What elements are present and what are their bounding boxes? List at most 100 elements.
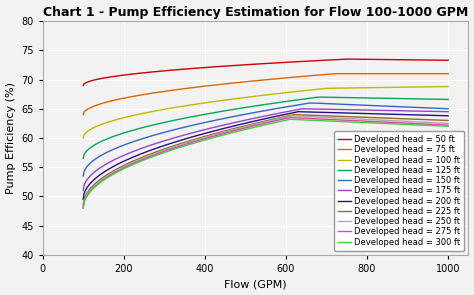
Developed head = 150 ft (345, 103, 350, 106)
Developed head = 200 ft (81, 198, 86, 201)
Developed head = 125 ft (345, 96, 350, 99)
Developed head = 75 ft (310, 74, 316, 77)
Developed head = 175 ft (300, 107, 306, 111)
Developed head = 175 ft (345, 108, 350, 112)
Developed head = 75 ft (346, 72, 352, 76)
Developed head = 50 ft (345, 57, 350, 61)
Line: Developed head = 125 ft: Developed head = 125 ft (83, 97, 448, 158)
Developed head = 250 ft (311, 115, 317, 119)
Developed head = 125 ft (81, 157, 86, 160)
Developed head = 300 ft (346, 120, 352, 124)
Developed head = 275 ft (287, 116, 293, 119)
Developed head = 50 ft (199, 66, 205, 70)
Developed head = 275 ft (346, 119, 352, 122)
Line: Developed head = 150 ft: Developed head = 150 ft (83, 103, 448, 176)
Developed head = 300 ft (225, 132, 230, 136)
Developed head = 100 ft (344, 86, 349, 90)
Line: Developed head = 200 ft: Developed head = 200 ft (83, 112, 448, 199)
Developed head = 150 ft (225, 116, 230, 119)
Developed head = 225 ft (345, 115, 350, 118)
Developed head = 125 ft (199, 113, 205, 117)
Developed head = 150 ft (81, 174, 86, 178)
Developed head = 225 ft (124, 162, 130, 165)
Developed head = 175 ft (446, 110, 451, 114)
Developed head = 50 ft (310, 59, 316, 63)
Developed head = 200 ft (346, 111, 352, 115)
Developed head = 75 ft (446, 72, 451, 76)
Developed head = 225 ft (346, 115, 352, 119)
Developed head = 200 ft (295, 110, 301, 114)
Line: Developed head = 225 ft: Developed head = 225 ft (83, 115, 448, 205)
Developed head = 150 ft (308, 101, 314, 105)
Title: Chart 1 - Pump Efficiency Estimation for Flow 100-1000 GPM: Chart 1 - Pump Efficiency Estimation for… (43, 6, 468, 19)
Developed head = 75 ft (124, 96, 130, 99)
Line: Developed head = 100 ft: Developed head = 100 ft (83, 86, 448, 138)
Developed head = 125 ft (446, 98, 451, 101)
Developed head = 200 ft (345, 111, 350, 115)
Line: Developed head = 275 ft: Developed head = 275 ft (83, 117, 448, 208)
X-axis label: Flow (GPM): Flow (GPM) (224, 279, 287, 289)
Developed head = 175 ft (199, 129, 205, 132)
Developed head = 250 ft (345, 117, 350, 120)
Legend: Developed head = 50 ft, Developed head = 75 ft, Developed head = 100 ft, Develop: Developed head = 50 ft, Developed head =… (334, 131, 464, 251)
Developed head = 75 ft (332, 72, 337, 76)
Developed head = 150 ft (446, 107, 451, 111)
Developed head = 225 ft (446, 119, 451, 122)
Line: Developed head = 250 ft: Developed head = 250 ft (83, 116, 448, 207)
Developed head = 100 ft (446, 85, 451, 88)
Developed head = 175 ft (311, 107, 317, 111)
Developed head = 125 ft (124, 130, 130, 134)
Developed head = 50 ft (446, 58, 451, 62)
Developed head = 150 ft (124, 142, 130, 146)
Developed head = 250 ft (225, 129, 230, 133)
Developed head = 300 ft (311, 119, 317, 122)
Developed head = 225 ft (225, 128, 230, 132)
Developed head = 125 ft (310, 96, 316, 100)
Developed head = 250 ft (290, 114, 295, 118)
Developed head = 275 ft (124, 165, 130, 168)
Developed head = 250 ft (199, 136, 205, 140)
Line: Developed head = 50 ft: Developed head = 50 ft (83, 59, 448, 85)
Developed head = 300 ft (446, 124, 451, 128)
Developed head = 200 ft (446, 114, 451, 117)
Developed head = 175 ft (124, 152, 130, 156)
Developed head = 75 ft (345, 72, 350, 76)
Developed head = 75 ft (199, 85, 205, 88)
Developed head = 225 ft (311, 114, 317, 117)
Developed head = 275 ft (199, 138, 205, 141)
Developed head = 225 ft (292, 113, 297, 117)
Developed head = 125 ft (225, 109, 230, 112)
Developed head = 100 ft (346, 86, 351, 90)
Developed head = 50 ft (225, 64, 230, 68)
Developed head = 275 ft (311, 117, 317, 120)
Developed head = 125 ft (346, 96, 352, 99)
Developed head = 275 ft (81, 206, 86, 210)
Developed head = 75 ft (81, 113, 86, 117)
Developed head = 275 ft (225, 131, 230, 134)
Developed head = 250 ft (81, 205, 86, 209)
Developed head = 200 ft (124, 158, 130, 161)
Developed head = 200 ft (311, 110, 317, 114)
Developed head = 100 ft (199, 101, 205, 105)
Developed head = 50 ft (346, 57, 352, 61)
Line: Developed head = 75 ft: Developed head = 75 ft (83, 74, 448, 115)
Developed head = 75 ft (225, 82, 230, 85)
Developed head = 175 ft (225, 122, 230, 126)
Developed head = 250 ft (124, 163, 130, 167)
Developed head = 175 ft (346, 108, 352, 112)
Developed head = 100 ft (81, 136, 86, 140)
Developed head = 225 ft (199, 135, 205, 139)
Developed head = 100 ft (225, 98, 230, 101)
Developed head = 100 ft (124, 115, 130, 119)
Developed head = 150 ft (311, 101, 317, 105)
Developed head = 300 ft (199, 139, 205, 142)
Developed head = 175 ft (81, 189, 86, 192)
Developed head = 250 ft (346, 117, 352, 120)
Developed head = 50 ft (344, 57, 349, 61)
Line: Developed head = 175 ft: Developed head = 175 ft (83, 109, 448, 191)
Developed head = 50 ft (124, 73, 130, 76)
Developed head = 250 ft (446, 122, 451, 125)
Developed head = 300 ft (124, 165, 130, 169)
Developed head = 275 ft (345, 119, 350, 122)
Developed head = 50 ft (81, 83, 86, 87)
